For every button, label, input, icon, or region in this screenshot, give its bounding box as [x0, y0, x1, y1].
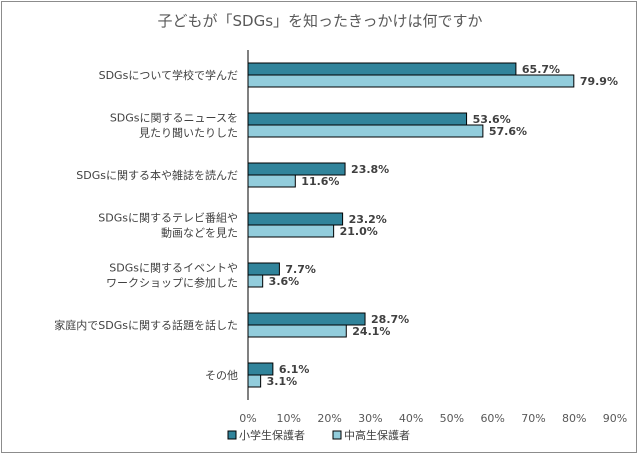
data-label: 57.6%: [489, 125, 527, 138]
category-label: 見たり聞いたりした: [139, 127, 238, 140]
x-tick-label: 60%: [480, 412, 504, 425]
data-label: 65.7%: [522, 63, 560, 76]
category-label: ワークショップに参加した: [106, 276, 238, 290]
category-label: その他: [205, 369, 238, 382]
bar-elementary: [247, 312, 366, 326]
data-label: 11.6%: [301, 175, 339, 188]
x-tick-label: 0%: [239, 412, 256, 425]
data-label: 7.7%: [285, 263, 316, 276]
bar-elementary: [247, 112, 468, 126]
bar-elementary: [247, 362, 274, 376]
x-tick-label: 50%: [440, 412, 464, 425]
data-label: 23.8%: [351, 163, 389, 176]
category-label: 家庭内でSDGsに関する話題を話した: [54, 318, 238, 332]
data-label: 3.1%: [267, 375, 298, 388]
data-label: 53.6%: [473, 113, 511, 126]
data-label: 28.7%: [371, 313, 409, 326]
bar-secondary: [247, 124, 484, 138]
bar-elementary: [247, 212, 344, 226]
x-tick-label: 30%: [358, 412, 382, 425]
chart-title: 子どもが「SDGs」を知ったきっかけは何ですか: [158, 12, 483, 30]
data-label: 24.1%: [352, 325, 390, 338]
category-label: SDGsに関するテレビ番組や: [98, 212, 238, 225]
legend-swatch: [227, 430, 237, 440]
data-label: 3.6%: [269, 275, 300, 288]
bar-secondary: [247, 324, 347, 338]
x-tick-label: 80%: [562, 412, 586, 425]
data-label: 79.9%: [580, 75, 618, 88]
x-tick-label: 10%: [277, 412, 301, 425]
category-label: SDGsに関する本や雑誌を読んだ: [76, 168, 238, 182]
bar-elementary: [247, 162, 346, 176]
bar-elementary: [247, 262, 280, 276]
legend-label: 小学生保護者: [239, 428, 305, 442]
bar-secondary: [247, 74, 575, 88]
category-label: SDGsに関するイベントや: [109, 262, 238, 275]
category-label: 動画などを見た: [161, 226, 238, 240]
x-tick-label: 20%: [317, 412, 341, 425]
bar-secondary: [247, 374, 262, 388]
data-label: 23.2%: [349, 213, 387, 226]
category-label: SDGsに関するニュースを: [110, 112, 238, 125]
x-tick-label: 90%: [603, 412, 627, 425]
bar-secondary: [247, 274, 264, 288]
bar-secondary: [247, 224, 335, 238]
legend-label: 中高生保護者: [344, 428, 410, 442]
category-label: SDGsについて学校で学んだ: [99, 68, 238, 82]
data-label: 6.1%: [279, 363, 310, 376]
x-tick-label: 70%: [521, 412, 545, 425]
data-label: 21.0%: [340, 225, 378, 238]
bar-secondary: [247, 174, 296, 188]
x-tick-label: 40%: [399, 412, 423, 425]
bar-elementary: [247, 62, 517, 76]
legend-swatch: [332, 430, 342, 440]
